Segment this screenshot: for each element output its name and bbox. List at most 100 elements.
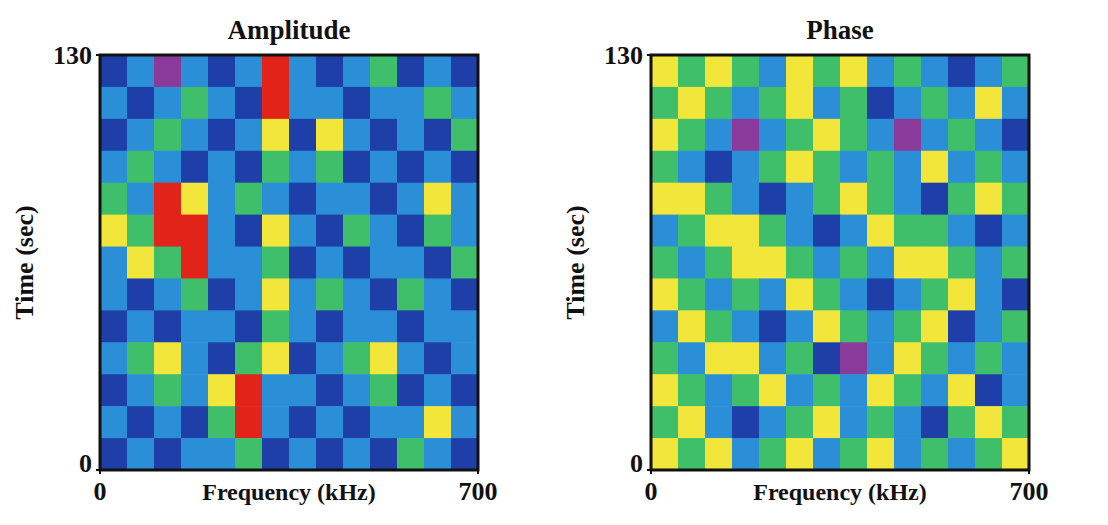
heat-cell xyxy=(343,310,371,343)
heat-cell xyxy=(316,87,344,120)
heat-cell xyxy=(370,247,398,280)
heat-cell xyxy=(1002,55,1029,88)
heat-cell xyxy=(678,247,706,280)
heat-cell xyxy=(397,151,425,184)
heat-cell xyxy=(262,119,290,152)
heat-cell xyxy=(921,278,949,311)
heat-cell xyxy=(343,374,371,407)
heat-cell xyxy=(451,310,478,343)
heat-cell xyxy=(235,247,263,280)
heat-cell xyxy=(370,119,398,152)
heat-cell xyxy=(235,278,263,311)
heat-cell xyxy=(732,406,760,439)
heat-cell xyxy=(235,87,263,120)
heat-cell xyxy=(867,438,895,470)
heat-cell xyxy=(451,374,478,407)
panel: Phase01300700Frequency (kHz)Time (sec) xyxy=(561,15,1049,506)
heat-cell xyxy=(316,342,344,375)
heat-cell xyxy=(894,183,922,216)
heat-cell xyxy=(921,342,949,375)
x-tick xyxy=(650,470,652,474)
heat-cell xyxy=(948,342,976,375)
heat-cell xyxy=(975,55,1003,88)
panel: Amplitude01300700Frequency (kHz)Time (se… xyxy=(10,15,498,506)
heat-cell xyxy=(397,87,425,120)
heat-cell xyxy=(840,151,868,184)
heat-cell xyxy=(705,183,733,216)
heat-cell xyxy=(127,278,155,311)
heat-cell xyxy=(1002,406,1029,439)
heat-cell xyxy=(289,119,317,152)
heat-cell xyxy=(451,406,478,439)
heat-cell xyxy=(424,406,452,439)
heat-cell xyxy=(813,438,841,470)
heat-cell xyxy=(975,374,1003,407)
heat-cell xyxy=(867,374,895,407)
heat-cell xyxy=(181,374,209,407)
heat-cell xyxy=(705,247,733,280)
heat-cell xyxy=(154,374,182,407)
heat-cell xyxy=(289,406,317,439)
heat-cell xyxy=(975,183,1003,216)
heat-cell xyxy=(424,151,452,184)
heat-cell xyxy=(370,151,398,184)
heat-cell xyxy=(1002,183,1029,216)
heat-cell xyxy=(100,183,128,216)
heat-cell xyxy=(451,151,478,184)
heat-cell xyxy=(235,119,263,152)
heat-cell xyxy=(451,215,478,248)
heat-cell xyxy=(370,55,398,88)
heat-cell xyxy=(678,151,706,184)
heat-cell xyxy=(759,215,787,248)
heat-cell xyxy=(1002,438,1029,470)
heat-cell xyxy=(100,151,128,184)
heat-cell xyxy=(397,406,425,439)
heat-cell xyxy=(127,342,155,375)
heat-cell xyxy=(208,310,236,343)
y-axis-title: Time (sec) xyxy=(561,205,590,319)
heat-cell xyxy=(100,342,128,375)
heat-cell xyxy=(127,215,155,248)
heat-cell xyxy=(127,55,155,88)
heat-cell xyxy=(370,438,398,470)
panel-title: Amplitude xyxy=(227,15,350,45)
heat-cell xyxy=(867,87,895,120)
heat-cell xyxy=(262,310,290,343)
heat-cell xyxy=(181,438,209,470)
heat-cell xyxy=(921,374,949,407)
heat-cell xyxy=(813,247,841,280)
heat-cell xyxy=(921,55,949,88)
heat-cell xyxy=(678,55,706,88)
y-tick xyxy=(647,54,651,56)
heat-cell xyxy=(127,119,155,152)
heat-cell xyxy=(289,183,317,216)
heat-cell xyxy=(262,374,290,407)
x-tick-label: 0 xyxy=(645,477,658,506)
heat-cell xyxy=(840,247,868,280)
heat-cell xyxy=(424,247,452,280)
x-tick-label: 700 xyxy=(459,477,498,506)
cells xyxy=(100,55,478,470)
heat-cell xyxy=(813,278,841,311)
heat-cell xyxy=(208,278,236,311)
heat-cell xyxy=(343,119,371,152)
heat-cell xyxy=(262,247,290,280)
heat-cell xyxy=(786,119,814,152)
heat-cell xyxy=(1002,310,1029,343)
heat-cell xyxy=(948,215,976,248)
heat-cell xyxy=(894,87,922,120)
heat-cell xyxy=(181,119,209,152)
plot-frame xyxy=(100,55,478,470)
heat-cell xyxy=(397,310,425,343)
heat-cell xyxy=(262,151,290,184)
heat-cell xyxy=(921,310,949,343)
heat-cell xyxy=(948,438,976,470)
heat-cell xyxy=(840,278,868,311)
heat-cell xyxy=(651,215,679,248)
heat-cell xyxy=(397,278,425,311)
heat-cell xyxy=(424,278,452,311)
heat-cell xyxy=(840,119,868,152)
heat-cell xyxy=(208,215,236,248)
heat-cell xyxy=(100,215,128,248)
heat-cell xyxy=(316,151,344,184)
